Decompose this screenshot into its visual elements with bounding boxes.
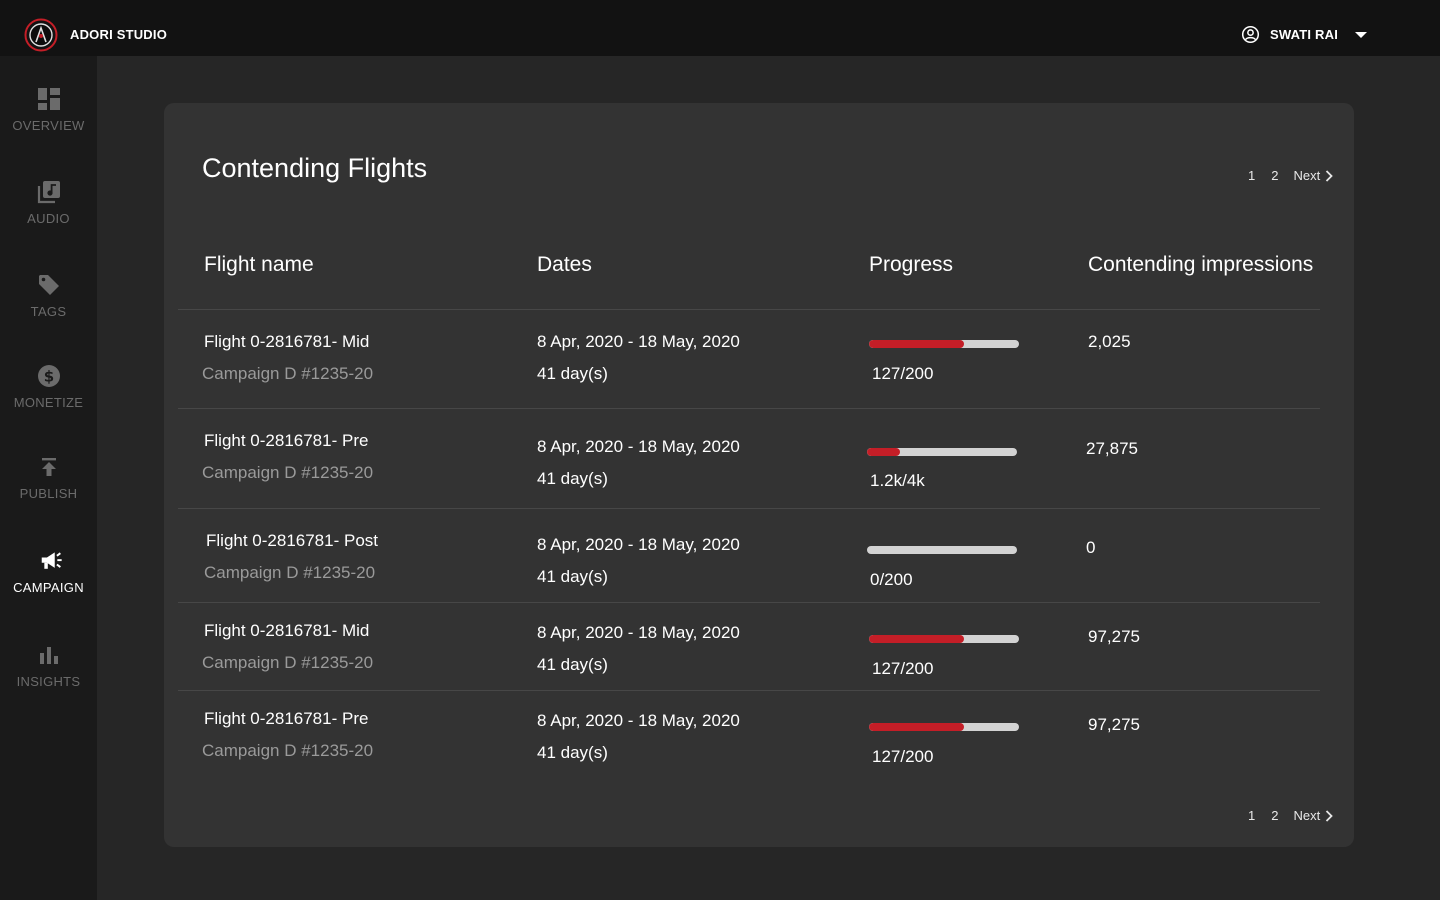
campaign-name: Campaign D #1235-20 [202,463,374,482]
card-title: Contending Flights [202,153,428,183]
pagination-bottom: 1 2 Next [1248,808,1334,823]
column-header-progress[interactable]: Progress [869,253,954,276]
page-2-link[interactable]: 2 [1271,168,1279,183]
tag-icon [36,272,62,298]
user-menu[interactable]: SWATI RAI [1241,25,1368,44]
flight-dates: 8 Apr, 2020 - 18 May, 2020 [537,535,740,554]
progress-bar [867,448,1017,456]
column-header-impressions[interactable]: Contending impressions [1088,253,1314,276]
sidebar-item-insights[interactable]: INSIGHTS [0,642,97,712]
bar-chart-icon [36,642,62,668]
row-divider [178,408,1320,409]
flight-duration: 41 day(s) [537,655,608,674]
sidebar-item-label: PUBLISH [19,486,78,501]
row-divider [178,602,1320,603]
column-header-dates[interactable]: Dates [537,253,592,276]
row-divider [178,508,1320,509]
top-bar: ADORI STUDIO SWATI RAI [0,0,1440,56]
flight-name[interactable]: Flight 0-2816781- Pre [204,709,369,728]
pagination-top: 1 2 Next [1248,168,1334,183]
column-header-flight-name[interactable]: Flight name [204,253,314,276]
publish-icon [36,454,62,480]
sidebar-item-monetize[interactable]: $ MONETIZE [0,363,97,433]
chevron-right-icon [1326,169,1333,182]
progress-label: 127/200 [872,364,934,383]
audio-library-icon [36,179,62,205]
sidebar-item-label: TAGS [30,304,67,319]
sidebar-item-label: OVERVIEW [12,118,85,133]
dashboard-icon [36,86,62,112]
chevron-right-icon [1326,809,1333,822]
sidebar-item-campaign[interactable]: CAMPAIGN [0,548,97,618]
chevron-down-icon [1355,31,1367,38]
page-1-link[interactable]: 1 [1248,168,1256,183]
flight-dates: 8 Apr, 2020 - 18 May, 2020 [537,332,740,351]
brand-name: ADORI STUDIO [70,27,168,42]
progress-bar-fill [869,340,965,348]
user-account-icon [1241,25,1260,44]
flight-name[interactable]: Flight 0-2816781- Post [206,531,378,550]
progress-bar-fill [869,635,965,643]
contending-impressions: 27,875 [1086,439,1138,458]
flight-name[interactable]: Flight 0-2816781- Pre [204,431,369,450]
flight-dates: 8 Apr, 2020 - 18 May, 2020 [537,437,740,456]
sidebar-item-publish[interactable]: PUBLISH [0,454,97,524]
progress-bar-fill [867,448,900,456]
flight-name[interactable]: Flight 0-2816781- Mid [204,332,370,351]
contending-impressions: 2,025 [1088,332,1131,351]
megaphone-icon [40,548,66,574]
progress-bar [869,635,1019,643]
progress-bar-fill [869,723,965,731]
sidebar-item-tags[interactable]: TAGS [0,272,97,342]
adori-logo-icon[interactable] [24,18,58,52]
dollar-icon: $ [36,363,62,389]
progress-bar [869,340,1019,348]
sidebar-item-label: INSIGHTS [16,674,81,689]
svg-text:$: $ [43,368,53,386]
sidebar-item-label: AUDIO [27,211,70,226]
row-divider [178,690,1320,691]
next-page-link[interactable]: Next [1293,808,1334,823]
campaign-name: Campaign D #1235-20 [204,563,376,582]
progress-bar [869,723,1019,731]
progress-label: 127/200 [872,747,934,766]
contending-impressions: 97,275 [1088,715,1140,734]
sidebar-item-overview[interactable]: OVERVIEW [0,86,97,156]
user-name: SWATI RAI [1270,27,1338,42]
progress-bar [867,546,1017,554]
next-page-link[interactable]: Next [1293,168,1334,183]
page-1-link[interactable]: 1 [1248,808,1256,823]
progress-label: 1.2k/4k [870,471,925,490]
flight-duration: 41 day(s) [537,567,608,586]
progress-label: 0/200 [870,570,913,589]
next-label: Next [1293,168,1321,183]
flight-name[interactable]: Flight 0-2816781- Mid [204,621,370,640]
campaign-name: Campaign D #1235-20 [202,741,374,760]
sidebar-item-audio[interactable]: AUDIO [0,179,97,249]
page-2-link[interactable]: 2 [1271,808,1279,823]
sidebar: OVERVIEW AUDIO TAGS $ MONETIZE PUBLISH C… [0,56,97,900]
contending-impressions: 0 [1086,538,1096,557]
contending-flights-card: Contending Flights 1 2 Next Flight name … [164,103,1354,847]
sidebar-item-label: MONETIZE [13,395,84,410]
progress-label: 127/200 [872,659,934,678]
next-label: Next [1293,808,1321,823]
flight-duration: 41 day(s) [537,743,608,762]
header-divider [178,309,1320,310]
flight-duration: 41 day(s) [537,364,608,383]
flight-duration: 41 day(s) [537,469,608,488]
campaign-name: Campaign D #1235-20 [202,364,374,383]
contending-impressions: 97,275 [1088,627,1140,646]
flight-dates: 8 Apr, 2020 - 18 May, 2020 [537,711,740,730]
campaign-name: Campaign D #1235-20 [202,653,374,672]
flight-dates: 8 Apr, 2020 - 18 May, 2020 [537,623,740,642]
sidebar-item-label: CAMPAIGN [13,580,84,595]
